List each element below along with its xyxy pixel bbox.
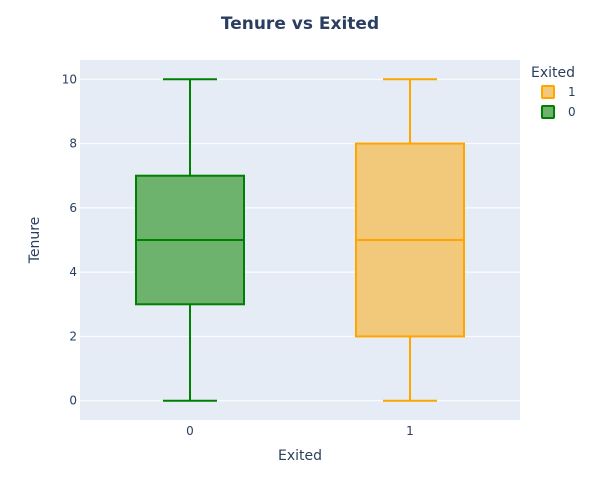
y-axis-ticks: 0 2 4 6 8 10 — [62, 72, 77, 407]
x-tick-label-0: 0 — [186, 424, 194, 438]
y-axis-title: Tenure — [27, 217, 43, 265]
box-series — [135, 78, 465, 402]
y-tick-label-0: 0 — [69, 394, 77, 408]
legend[interactable]: Exited 10 — [531, 65, 576, 119]
y-tick-label-8: 8 — [69, 137, 77, 151]
y-tick-label-6: 6 — [69, 201, 77, 215]
legend-swatch-1 — [541, 85, 555, 99]
chart-title: Tenure vs Exited — [221, 14, 379, 34]
legend-label-1: 1 — [568, 85, 576, 99]
y-tick-label-10: 10 — [62, 72, 77, 86]
x-tick-label-1: 1 — [406, 424, 414, 438]
y-tick-label-4: 4 — [69, 265, 77, 279]
legend-swatch-0 — [541, 105, 555, 119]
legend-items[interactable]: 10 — [541, 85, 576, 119]
box-series-0 — [135, 78, 245, 402]
legend-label-0: 0 — [568, 105, 576, 119]
x-axis-title: Exited — [278, 448, 322, 464]
y-tick-label-2: 2 — [69, 329, 77, 343]
box-series-1 — [355, 78, 465, 402]
legend-title: Exited — [531, 65, 575, 81]
